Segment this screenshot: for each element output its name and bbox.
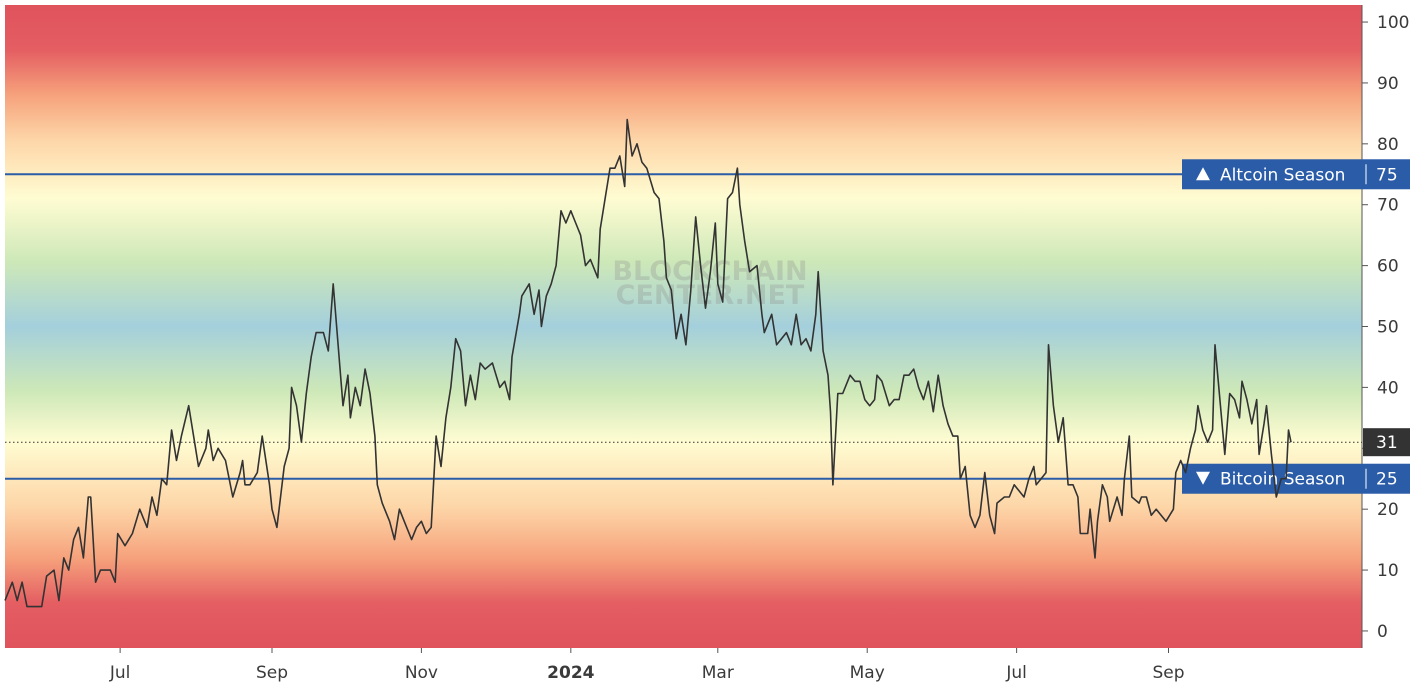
y-tick-label: 40 — [1377, 378, 1399, 398]
threshold-badge — [1182, 463, 1410, 494]
y-tick-label: 20 — [1377, 500, 1399, 520]
threshold-icon — [1196, 167, 1210, 181]
y-tick-label: 50 — [1377, 318, 1399, 338]
x-tick-label: Sep — [1152, 663, 1184, 683]
x-tick-label: Sep — [256, 663, 288, 683]
y-tick-label: 90 — [1377, 74, 1399, 94]
y-tick-label: 0 — [1377, 622, 1388, 642]
threshold-label: Altcoin Season — [1220, 165, 1345, 185]
y-tick-label: 10 — [1377, 561, 1399, 581]
current-value-label: 31 — [1376, 433, 1398, 453]
y-tick-label: 80 — [1377, 135, 1399, 155]
y-tick-label: 60 — [1377, 257, 1399, 277]
plot-layer: BLOCKCHAINCENTER.NET01020304050607080901… — [4, 13, 1410, 683]
threshold-value: 75 — [1376, 165, 1398, 185]
x-tick-label: Jul — [109, 663, 131, 683]
index-line — [4, 118, 1292, 608]
x-tick-label: 2024 — [547, 663, 594, 683]
x-tick-label: Mar — [702, 663, 734, 683]
y-tick-label: 70 — [1377, 196, 1399, 216]
threshold-value: 25 — [1376, 470, 1398, 490]
current-value-badge — [1363, 428, 1410, 457]
x-tick-label: Nov — [405, 663, 438, 683]
watermark: CENTER.NET — [616, 280, 805, 311]
threshold-icon — [1196, 471, 1210, 485]
x-tick-label: May — [850, 663, 885, 683]
x-tick-label: Jul — [1005, 663, 1027, 683]
threshold-label: Bitcoin Season — [1220, 470, 1345, 490]
threshold-badge — [1182, 159, 1410, 190]
y-tick-label: 100 — [1377, 13, 1409, 33]
